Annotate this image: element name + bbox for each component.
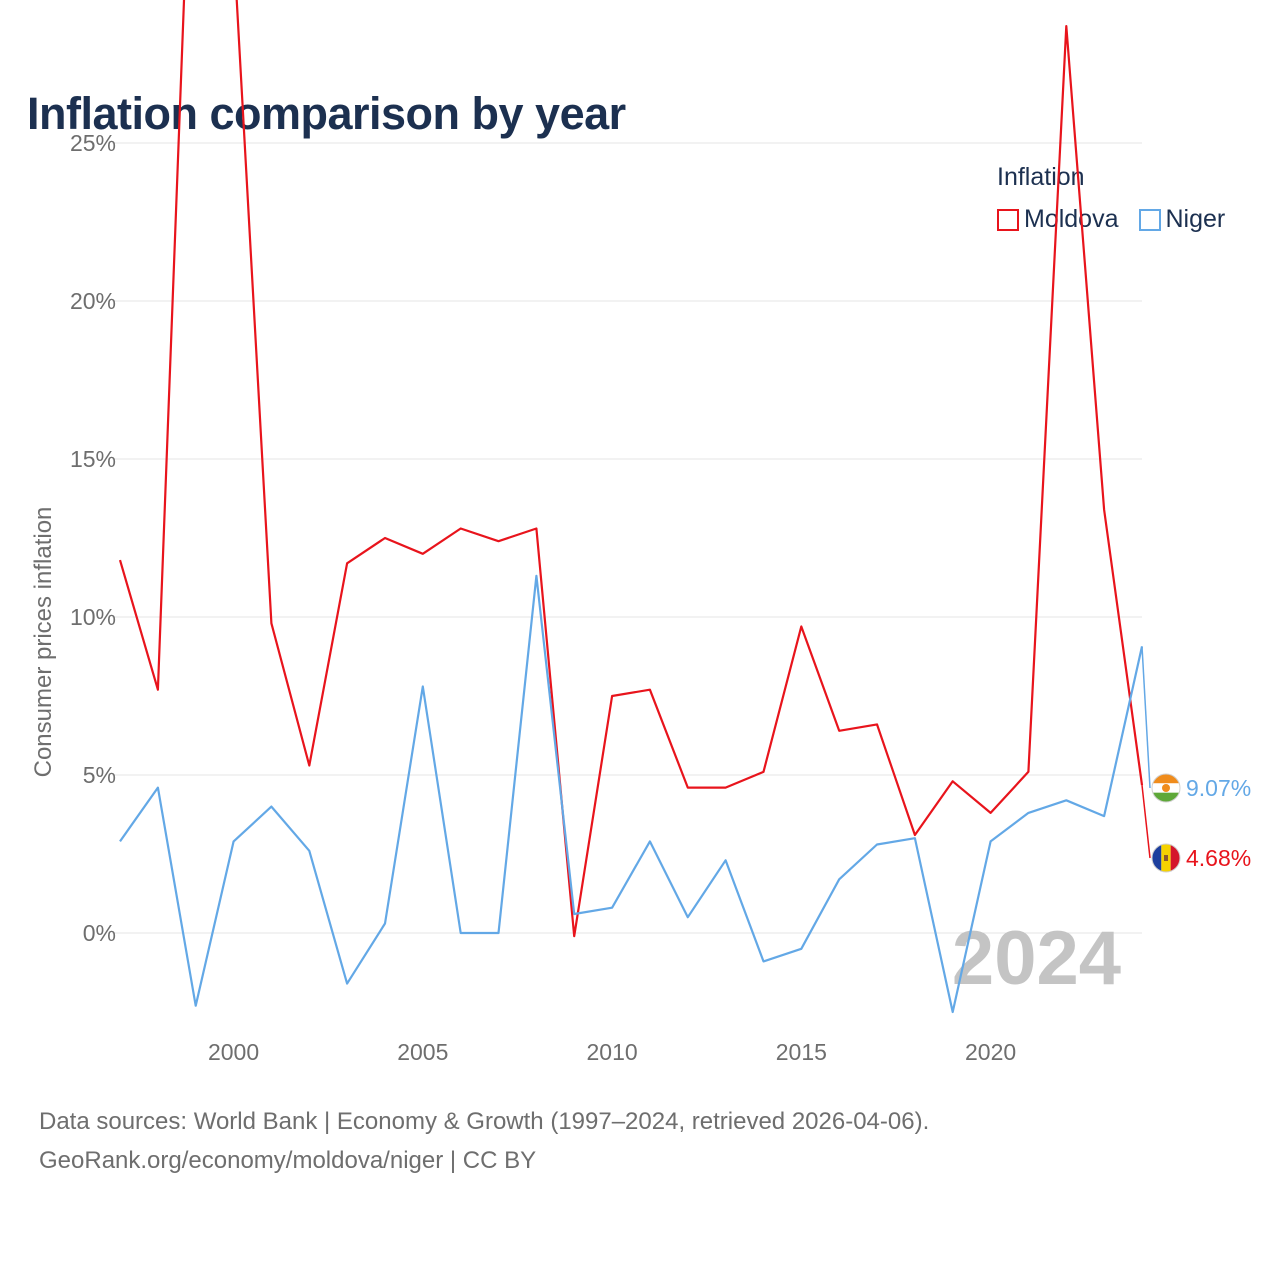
legend-label-niger: Niger — [1165, 205, 1226, 233]
legend-item-moldova[interactable]: Moldova — [997, 205, 1119, 234]
series-line-moldova[interactable] — [118, 0, 1144, 938]
end-labels: 9.07% 4.68% — [1141, 646, 1251, 873]
legend-item-niger[interactable]: Niger — [1138, 205, 1226, 234]
legend: Moldova Niger — [997, 205, 1245, 234]
footer-credit[interactable]: GeoRank.org/economy/moldova/niger | CC B… — [39, 1147, 537, 1174]
x-tick-label: 2010 — [586, 1039, 637, 1065]
series-lines — [118, 0, 1144, 1014]
x-tick-label: 2000 — [208, 1039, 259, 1065]
niger-flag-icon — [1151, 773, 1181, 803]
y-tick-label: 20% — [70, 288, 116, 314]
chart-title: Inflation comparison by year — [27, 88, 626, 139]
moldova-flag-icon — [1151, 843, 1181, 873]
x-tick-label: 2020 — [965, 1039, 1016, 1065]
gridlines — [112, 142, 1142, 934]
y-tick-label: 10% — [70, 604, 116, 630]
footer-sources: Data sources: World Bank | Economy & Gro… — [39, 1108, 930, 1135]
end-connector — [1141, 646, 1151, 789]
series-line-niger[interactable] — [119, 574, 1144, 1014]
y-axis-label: Consumer prices inflation — [30, 507, 57, 778]
x-axis-ticks: 2000 2005 2010 2015 2020 — [208, 1039, 1016, 1065]
y-axis-ticks: 0%5%10%15%20%25%30%35%40% — [70, 130, 116, 946]
end-connector — [1141, 785, 1151, 859]
year-watermark: 2024 — [952, 916, 1121, 1001]
x-tick-label: 2005 — [397, 1039, 448, 1065]
end-value-label-niger: 9.07% — [1186, 775, 1251, 801]
y-tick-label: 0% — [83, 920, 116, 946]
legend-swatch-moldova — [997, 208, 1019, 231]
legend-swatch-niger — [1138, 208, 1161, 231]
legend-label-moldova: Moldova — [1024, 205, 1119, 233]
x-tick-label: 2015 — [776, 1039, 827, 1065]
y-tick-label: 5% — [83, 762, 116, 788]
legend-title: Inflation — [997, 163, 1085, 191]
end-value-label-moldova: 4.68% — [1186, 845, 1251, 871]
y-tick-label: 25% — [70, 130, 116, 156]
y-tick-label: 15% — [70, 446, 116, 472]
